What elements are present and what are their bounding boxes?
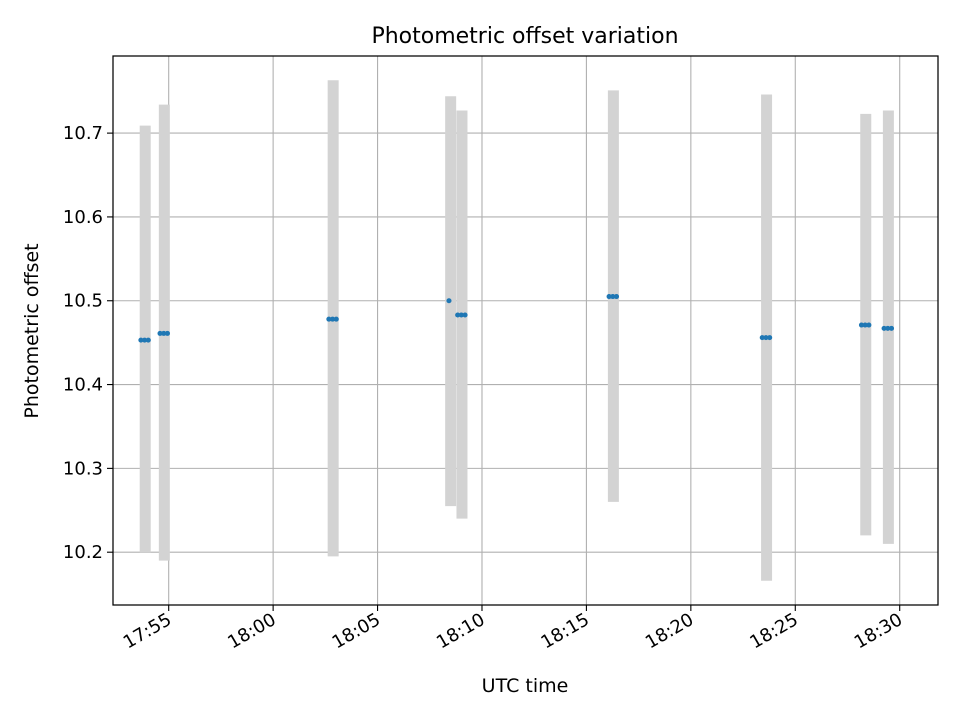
y-tick-label: 10.4 <box>63 375 103 396</box>
grid-layer <box>113 56 938 605</box>
y-tick-label: 10.7 <box>63 123 103 144</box>
x-axis-label: UTC time <box>482 675 569 697</box>
y-axis-label: Photometric offset <box>21 243 43 418</box>
y-tick-label: 10.3 <box>63 458 103 479</box>
points-layer <box>138 294 896 343</box>
chart-title: Photometric offset variation <box>371 24 678 49</box>
y-tick-label: 10.2 <box>63 542 103 563</box>
y-tick-label: 10.6 <box>63 207 103 228</box>
plot-frame <box>112 55 939 606</box>
y-tick-label: 10.5 <box>63 291 103 312</box>
